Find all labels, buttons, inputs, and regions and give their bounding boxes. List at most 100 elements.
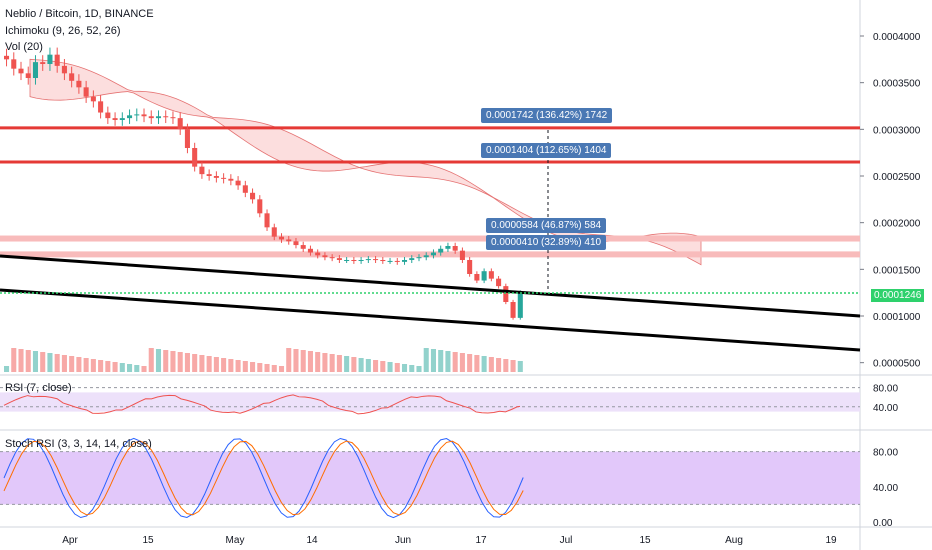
volume-bar [373,360,379,372]
volume-bar [134,365,140,372]
volume-bar [11,348,17,372]
volume-bar [517,361,523,372]
time-tick-label: Jul [560,535,573,546]
rsi-tick-label: 40.00 [873,403,898,414]
rsi-band [0,392,860,412]
volume-bar [423,348,429,372]
volume-bar [300,350,306,372]
candle-body [199,166,205,175]
ichimoku-label[interactable]: Ichimoku (9, 26, 52, 26) [5,25,121,37]
stoch-tick-label: 80.00 [873,448,898,459]
price-tick-label: 0.0002000 [873,219,921,230]
volume-bar [192,354,198,372]
volume-bar [387,362,393,372]
volume-bar [438,350,444,372]
candle-body [148,116,154,119]
volume-bar [445,351,451,372]
candle-body [409,258,415,260]
support-zone-lower [0,251,860,258]
measure-box-4[interactable]: 0.0000410 (32.89%) 410 [486,235,607,250]
volume-bar [61,355,67,372]
candle-body [163,116,169,118]
stoch-d-line [3,440,524,516]
price-tick-label: 0.0001500 [873,265,921,276]
candle-body [315,252,321,256]
time-tick-label: 19 [825,535,837,546]
volume-bar [177,352,183,372]
candle-body [18,68,24,74]
candle-body [423,255,429,258]
candle-body [467,260,473,274]
volume-bar [127,364,133,372]
volume-bar [83,358,89,372]
time-tick-label: May [226,535,245,546]
candle-body [69,73,75,81]
volume-bar [394,363,400,372]
candle-body [257,199,263,214]
volume-bar [148,348,154,372]
candle-body [481,271,487,281]
volume-bar [32,351,39,372]
candle-body [242,185,248,193]
time-tick-label: Apr [62,535,78,546]
price-tick-label: 0.0000500 [873,359,921,370]
candle-body [365,259,371,261]
volume-bar [286,348,292,372]
volume-bar [459,353,465,372]
stoch-rsi-label[interactable]: Stoch RSI (3, 3, 14, 14, close) [5,438,152,450]
stoch-tick-label: 0.00 [873,518,893,529]
candle-body [221,177,227,179]
candle-body [271,227,277,237]
measure-box-1[interactable]: 0.0001742 (136.42%) 1742 [481,108,613,123]
volume-label[interactable]: Vol (20) [5,41,43,53]
volume-bar [184,353,190,372]
candle-body [293,241,299,246]
candle-body [155,116,162,119]
volume-bar [54,354,60,372]
ichimoku-cloud [29,58,702,266]
volume-bar [315,352,321,372]
trendline-upper [0,254,861,318]
volume-bar [155,349,162,372]
stoch-k-line [3,437,524,519]
rsi-label[interactable]: RSI (7, close) [5,382,72,394]
time-tick-label: Aug [725,535,743,546]
candle-body [300,245,306,249]
volume-bar [250,362,256,372]
support-zone-upper [0,235,860,242]
volume-bar [105,361,111,372]
stoch-band [0,451,860,505]
measure-box-3[interactable]: 0.0000584 (46.87%) 584 [486,218,607,233]
price-tick-label: 0.0001000 [873,312,921,323]
candle-body [416,257,422,259]
candle-body [40,62,46,64]
volume-bar [278,366,285,372]
price-tick-label: 0.0004000 [873,32,921,43]
candle-body [336,258,342,260]
price-axis-bg [860,0,932,550]
time-tick-label: 17 [475,535,487,546]
candle-body [25,73,31,78]
measure-box-2[interactable]: 0.0001404 (112.65%) 1404 [481,143,612,158]
rsi-line [3,394,521,415]
volume-bar [76,357,82,372]
candle-body [459,250,465,260]
candle-body [206,174,212,176]
volume-bar [401,364,408,372]
volume-bar [69,356,75,372]
candle-body [134,114,140,116]
volume-bar [307,351,313,372]
volume-bar [467,354,473,372]
volume-bar [452,352,458,372]
candle-body [105,112,111,119]
candle-body [351,260,357,261]
volume-bar [336,355,342,372]
volume-bar [496,358,502,372]
candle-body [47,54,53,64]
candle-body [90,96,96,102]
volume-bar [235,360,241,372]
volume-bar [47,353,53,372]
volume-bar [481,356,487,372]
candle-body [496,278,502,287]
